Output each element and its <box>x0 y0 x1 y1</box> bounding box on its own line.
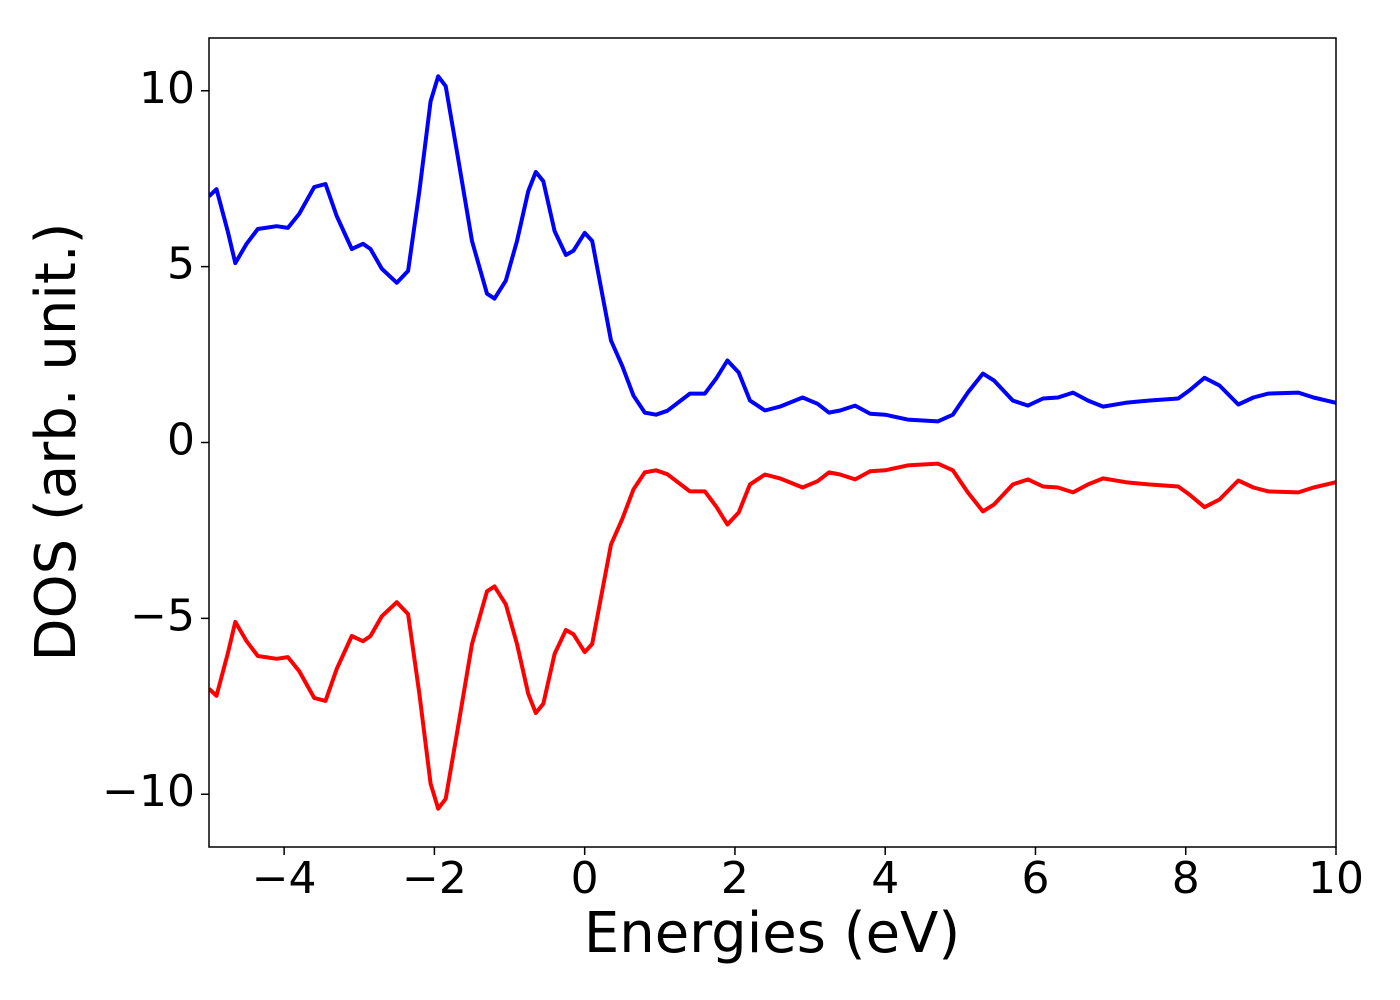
line-series <box>209 74 1336 424</box>
plot-frame <box>208 37 1337 848</box>
y-tick-label: −10 <box>102 766 195 817</box>
x-tick-label: 4 <box>871 853 899 904</box>
x-tick-label: 2 <box>721 853 749 904</box>
y-tick-label: 10 <box>139 63 195 114</box>
x-tick-label: 10 <box>1308 853 1364 904</box>
line-series <box>209 461 1336 811</box>
x-tick-label: 8 <box>1172 853 1200 904</box>
y-tick-label: 5 <box>167 239 195 290</box>
x-axis-label: Energies (eV) <box>584 901 960 966</box>
y-tick-label: 0 <box>167 415 195 466</box>
x-tick-label: 6 <box>1021 853 1049 904</box>
x-tick-label: 0 <box>571 853 599 904</box>
x-tick-label: −2 <box>402 853 467 904</box>
y-tick-label: −5 <box>130 590 195 641</box>
y-axis-label: DOS (arb. unit.) <box>24 222 89 661</box>
x-tick-label: −4 <box>252 853 317 904</box>
